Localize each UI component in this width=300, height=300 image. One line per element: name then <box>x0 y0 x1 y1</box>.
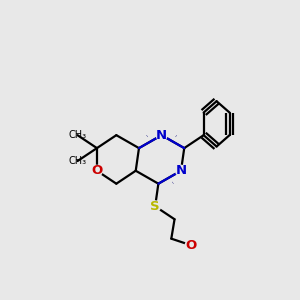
Text: N: N <box>156 129 167 142</box>
Circle shape <box>185 240 196 250</box>
Circle shape <box>176 165 186 176</box>
Circle shape <box>150 201 160 212</box>
Circle shape <box>92 165 102 176</box>
Text: CH₃: CH₃ <box>68 130 87 140</box>
Circle shape <box>156 130 167 141</box>
Text: O: O <box>185 238 196 252</box>
Text: O: O <box>91 164 103 177</box>
Text: N: N <box>176 164 187 177</box>
Text: S: S <box>150 200 160 213</box>
Text: CH₃: CH₃ <box>68 156 87 166</box>
